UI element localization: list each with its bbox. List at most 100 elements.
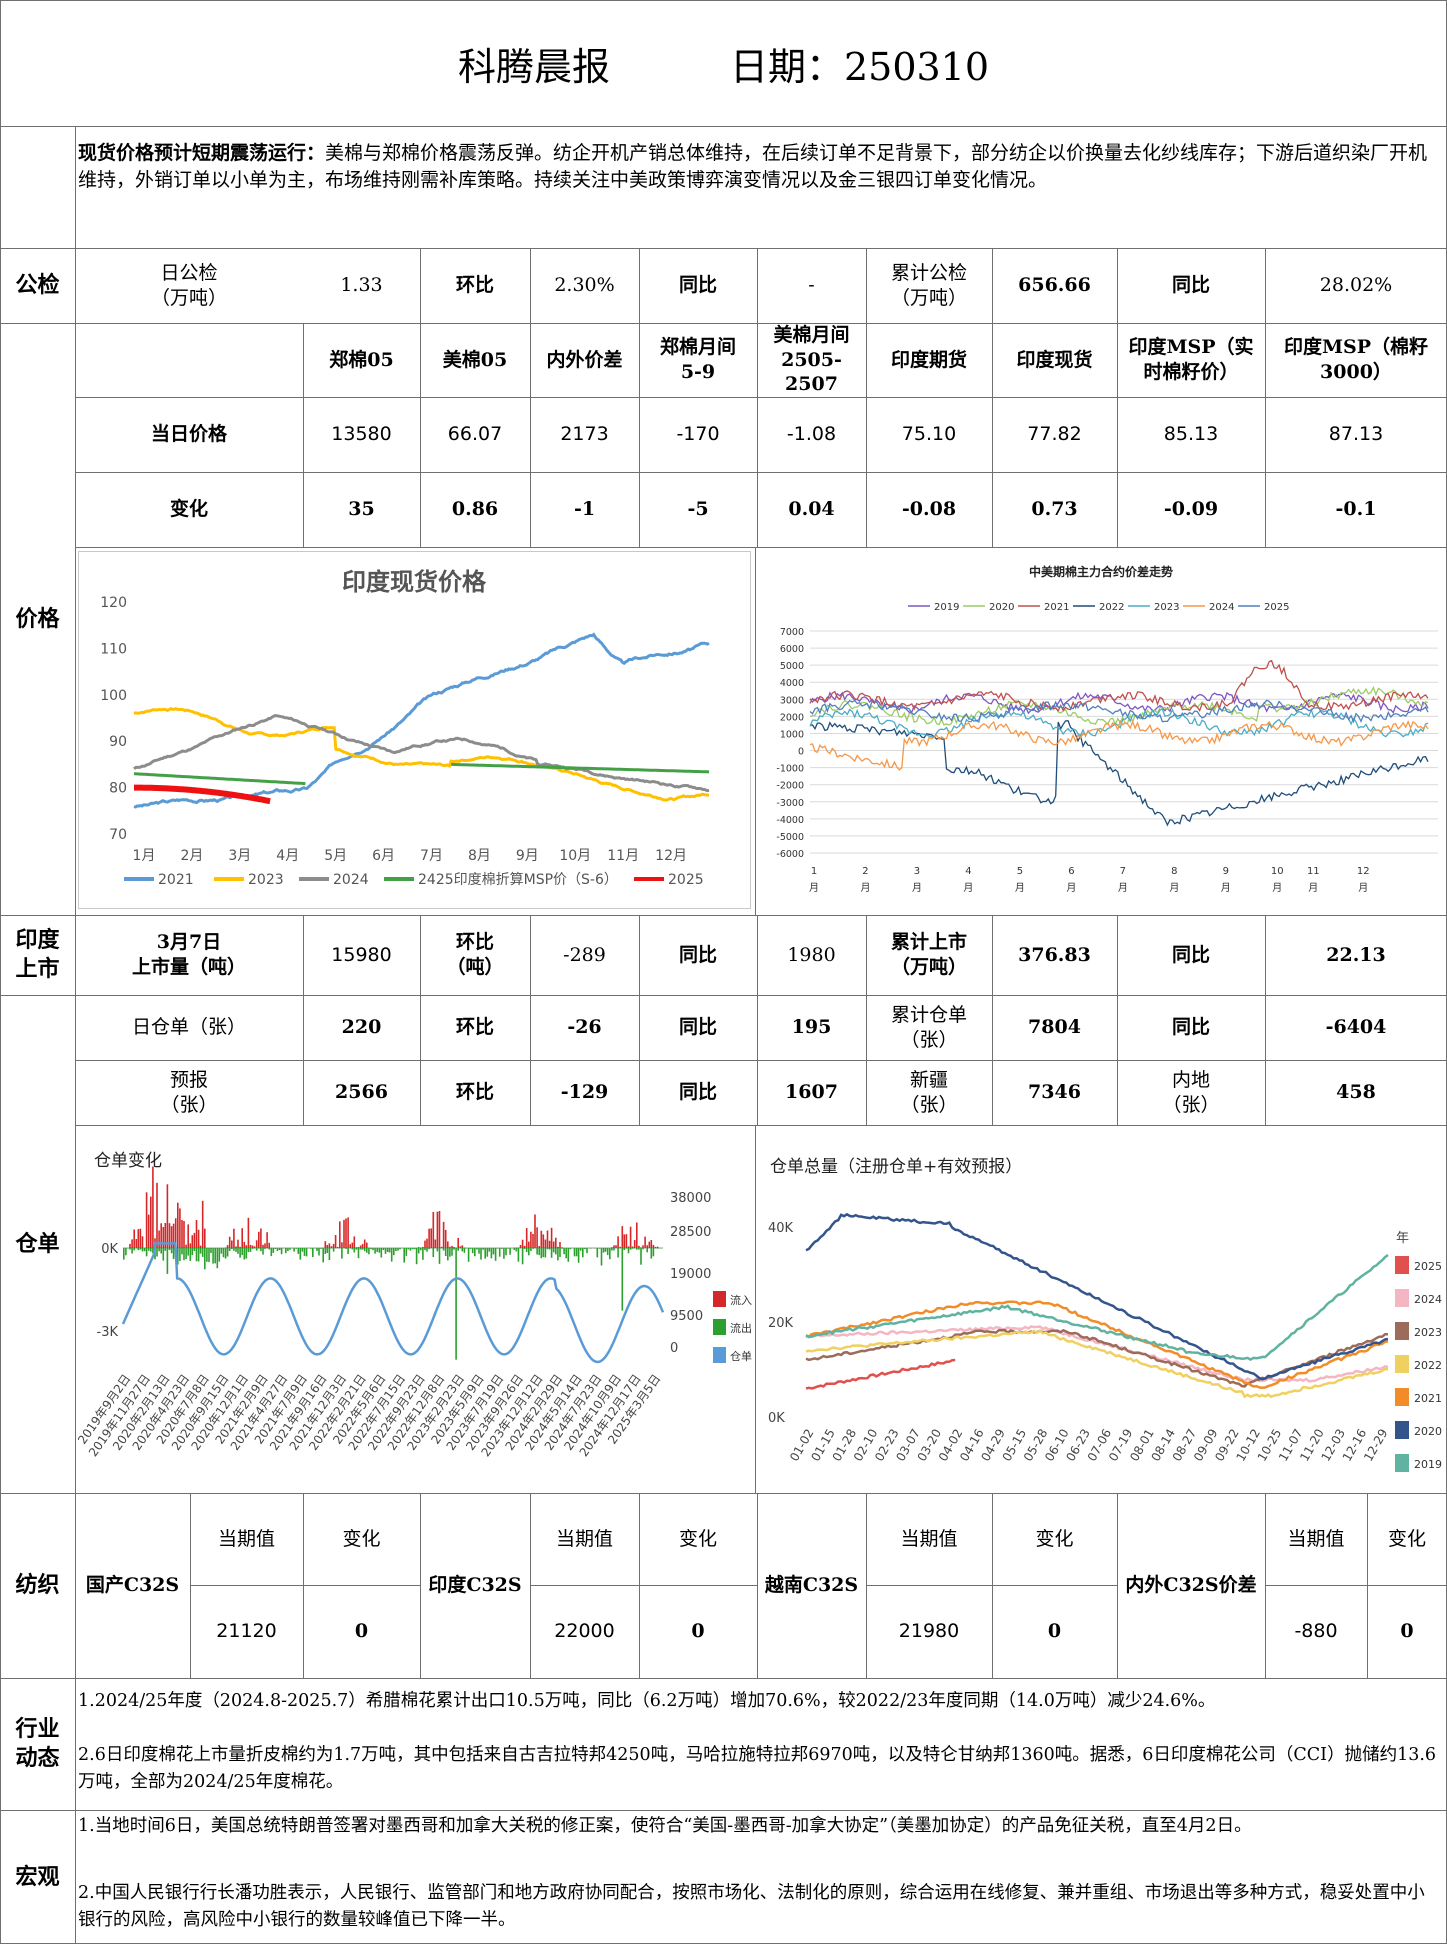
wrc-outflow-bar	[611, 1248, 613, 1251]
wrc-outflow-bar	[239, 1248, 241, 1258]
wrc-outflow-bar	[509, 1248, 511, 1255]
wrc-outflow-bar	[631, 1248, 634, 1249]
wrc-outflow-bar	[185, 1248, 187, 1260]
wrc-outflow-bar	[469, 1248, 472, 1249]
wrc-inflow-bar	[422, 1247, 424, 1248]
textile-value-3: -880	[1294, 1620, 1338, 1643]
wr-xj-label: 新疆 （张）	[900, 1068, 958, 1116]
wrt-series-2025	[805, 1358, 956, 1390]
spread-xtick-num: 9	[1223, 866, 1229, 877]
wrc-outflow-bar	[193, 1248, 196, 1251]
wrc-outflow-bar	[623, 1248, 626, 1251]
wrc-outflow-bar	[297, 1248, 300, 1254]
wrc-outflow-bar	[646, 1248, 648, 1253]
wrc-outflow-bar	[449, 1248, 451, 1257]
wrc-inflow-bar	[623, 1234, 626, 1248]
india-xtick: 12月	[655, 848, 687, 864]
wrc-outflow-bar	[228, 1248, 231, 1251]
grid-line	[0, 995, 1447, 996]
wrc-outflow-bar	[447, 1248, 449, 1261]
wrc-inflow-bar	[147, 1214, 150, 1248]
wrc-outflow-bar	[270, 1248, 273, 1257]
india-day-value: 15980	[331, 943, 392, 966]
wr-nd-label: 内地 （张）	[1162, 1068, 1220, 1116]
wrc-outflow-bar	[480, 1248, 482, 1260]
wrc-inflow-bar	[170, 1226, 173, 1248]
wrc-outflow-bar	[642, 1248, 644, 1250]
wrc-inflow-bar	[611, 1247, 613, 1248]
wrc-outflow-bar	[158, 1248, 160, 1252]
spread-series-2020	[809, 685, 1429, 727]
wr-forecast-tb-label: 同比	[678, 1081, 717, 1104]
wrc-inflow-bar	[353, 1236, 356, 1248]
wrc-outflow-bar	[332, 1248, 335, 1252]
textile-name-3: 内外C32S价差	[1125, 1574, 1257, 1597]
wrc-inflow-bar	[542, 1234, 545, 1248]
wrc-legend-label-2: 仓单	[730, 1349, 752, 1363]
wrc-outflow-bar	[638, 1248, 640, 1250]
spread-xtick-unit: 月	[809, 882, 819, 894]
wrc-inflow-bar	[262, 1244, 264, 1248]
spread-xtick-unit: 月	[1221, 882, 1231, 894]
wrc-outflow-bar	[438, 1248, 441, 1264]
spread-xtick-unit: 月	[1358, 882, 1368, 894]
wrt-legend-swatch-0	[1395, 1256, 1409, 1274]
price-current-7: 85.13	[1163, 423, 1219, 446]
wrc-outflow-bar	[565, 1248, 567, 1259]
wrc-outflow-bar	[492, 1248, 495, 1255]
wrc-outflow-bar	[444, 1248, 447, 1256]
wrc-outflow-bar	[461, 1248, 464, 1252]
wrc-outflow-bar	[451, 1248, 453, 1256]
india-ytick: 110	[100, 641, 127, 657]
wrc-inflow-bar	[540, 1230, 543, 1248]
wrc-outflow-bar	[366, 1248, 368, 1253]
wrc-inflow-bar	[523, 1245, 526, 1248]
india-spot-chart-svg: 印度现货价格 120 110 100 90 80 70 1月 2月 3月 4月 5月 6月 7月 8月 9月 1…	[100, 568, 710, 888]
wrc-outflow-bar	[498, 1248, 501, 1257]
wrc-inflow-bar	[519, 1245, 522, 1248]
spread-legend-label-3: 2022	[1099, 602, 1124, 613]
spread-xtick-num: 1	[811, 866, 817, 877]
spread-series-2025	[809, 699, 1429, 724]
textile-cur-label-3: 当期值	[1287, 1527, 1345, 1550]
wrc-inflow-bar	[193, 1232, 196, 1248]
wrc-inflow-bar	[235, 1246, 237, 1248]
wrc-outflow-bar	[463, 1248, 466, 1253]
spread-ytick: -5000	[776, 832, 804, 843]
spread-ytick: -2000	[776, 781, 804, 792]
wrc-inflow-bar	[613, 1245, 615, 1248]
wrc-inflow-bar	[528, 1241, 530, 1248]
price-change-0: 35	[348, 498, 375, 521]
wrc-inflow-bar	[424, 1240, 426, 1248]
wrc-legend-label-1: 流出	[730, 1321, 752, 1335]
wrt-series-2019	[805, 1253, 1389, 1362]
wrc-outflow-bar	[586, 1248, 588, 1254]
india-xtick: 9月	[516, 848, 539, 864]
wrc-outflow-bar	[341, 1248, 343, 1259]
spread-series-2024	[809, 719, 1429, 771]
wrc-inflow-bar	[241, 1228, 243, 1248]
section-india-market: 印度 上市	[15, 927, 60, 982]
wrc-outflow-bar	[208, 1248, 210, 1263]
report-title: 科腾晨报	[457, 44, 610, 89]
wrc-inflow-bar	[197, 1229, 200, 1248]
wr-tb2-value: -6404	[1325, 1016, 1387, 1039]
wrc-inflow-bar	[457, 1237, 459, 1248]
wrc-left-tick: 0K	[101, 1242, 118, 1257]
spread-series-2021	[809, 659, 1429, 713]
wrc-outflow-bar	[179, 1248, 181, 1261]
wrt-legend-swatch-4	[1395, 1388, 1409, 1406]
spread-legend-label-6: 2025	[1264, 602, 1289, 613]
wrc-inflow-bar	[625, 1234, 628, 1248]
wrc-outflow-bar	[577, 1248, 580, 1263]
wrc-outflow-bar	[264, 1248, 266, 1249]
wrc-right-tick: 0	[670, 1341, 678, 1356]
spread-chart: 中美期棉主力合约价差走势 2019 2020 2021 2022 2023 2024 2025…	[758, 551, 1444, 911]
wrt-series-2023	[805, 1328, 1388, 1388]
wrc-outflow-bar	[640, 1248, 642, 1265]
wrc-inflow-bar	[156, 1182, 158, 1248]
grid-line	[75, 547, 1447, 548]
spread-ytick: 3000	[780, 695, 804, 706]
india-xtick: 7月	[420, 848, 443, 864]
grid-line	[1117, 323, 1118, 547]
